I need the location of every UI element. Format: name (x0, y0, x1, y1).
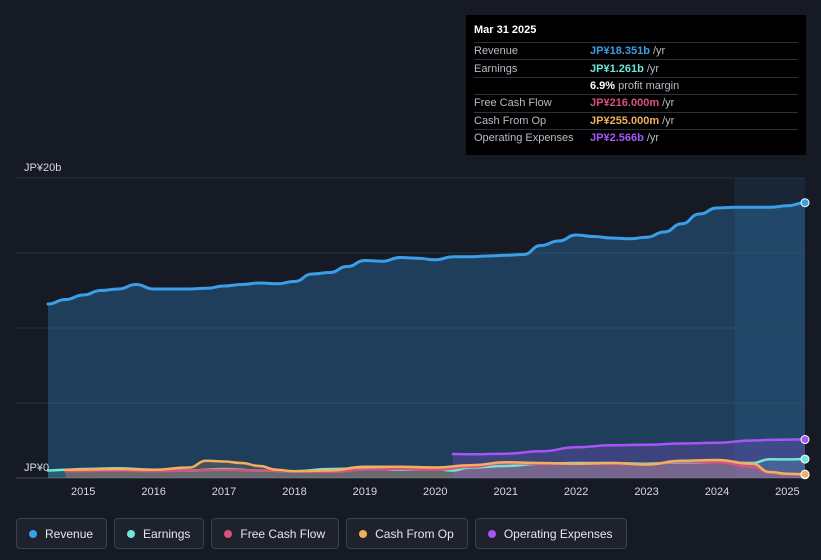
tooltip-row-label: Operating Expenses (474, 132, 574, 145)
grid-lines (16, 177, 805, 479)
series-area-free-cash-flow (65, 461, 806, 478)
legend-dot-icon (127, 529, 136, 538)
chart: JP¥0JP¥20b 2015 2016 2017 2018 2019 2020 2021 2… (16, 162, 810, 498)
legend-dot-icon (29, 529, 37, 538)
x-tick-label: 2023 (634, 486, 658, 498)
legend-dot-icon (224, 529, 233, 538)
series-marker-earnings (800, 454, 810, 464)
tooltip-row-value: JP¥255.000m (590, 114, 660, 127)
tooltip-row-unit: /yr (646, 132, 660, 145)
y-tick-label: JP¥20b (24, 162, 61, 174)
x-tick-label: 2022 (564, 486, 588, 498)
legend-label: Revenue (45, 526, 94, 541)
tooltip-row-unit: /yr (662, 114, 675, 127)
x-tick-label: 2016 (141, 486, 165, 498)
series-marker-operating-expenses (800, 435, 810, 445)
series-area-operating-expenses (452, 439, 805, 478)
x-tick-label: 2015 (71, 486, 95, 498)
x-tick-label: 2017 (212, 486, 236, 498)
series-line-free-cash-flow (64, 460, 807, 477)
tooltip-row: Earnings JP¥1.261b/yr (474, 59, 798, 76)
tooltip-date: Mar 31 2025 (474, 24, 537, 36)
legend-dot-icon (487, 529, 496, 538)
tooltip-row-unit: /yr (662, 97, 675, 110)
series-line-cash-from-op (64, 458, 807, 476)
legend-item-cash-from-op[interactable]: Cash From Op (346, 518, 468, 549)
y-axis-labels: JP¥0 JP¥20b (24, 162, 61, 474)
x-tick-label: 2025 (775, 486, 799, 498)
x-tick-label: 2021 (493, 486, 517, 498)
tooltip-row-value: JP¥1.261b (590, 62, 644, 75)
series-marker-cash-from-op (800, 469, 810, 479)
data-tooltip: Mar 31 2025 Revenue JP¥18.351b/yr Earnings… (466, 15, 806, 155)
legend-item-free-cash-flow[interactable]: Free Cash Flow (211, 518, 340, 549)
series-line-revenue (46, 201, 807, 306)
tooltip-row: Free Cash Flow JP¥216.000m/yr (474, 94, 798, 111)
tooltip-row-unit: profit margin (618, 79, 680, 92)
series-area-revenue (48, 202, 805, 478)
y-tick-label: JP¥0 (24, 462, 49, 474)
tooltip-row-label: Revenue (474, 45, 519, 58)
tooltip-row: Revenue JP¥18.351b/yr (474, 42, 798, 59)
tooltip-row: 6.9% profit margin (474, 76, 798, 94)
legend-item-revenue[interactable]: Revenue (16, 518, 108, 549)
x-tick-label: 2020 (423, 486, 447, 498)
tooltip-row-unit: /yr (652, 45, 666, 58)
series-marker-revenue (800, 198, 810, 208)
series-line-operating-expenses (451, 438, 807, 456)
tooltip-row: Operating Expenses JP¥2.566b/yr (474, 128, 798, 146)
series-areas (48, 202, 806, 478)
legend-label: Earnings (143, 526, 191, 541)
tooltip-rows: Revenue JP¥18.351b/yr Earnings JP¥1.261b/yr… (474, 42, 798, 146)
legend-item-operating-expenses[interactable]: Operating Expenses (474, 518, 627, 549)
chart-legend: Revenue Earnings Free Cash Flow Cash From O… (16, 518, 627, 549)
series-end-markers (800, 198, 810, 480)
tooltip-row-label: Free Cash Flow (474, 97, 552, 110)
tooltip-row-label: Earnings (474, 62, 518, 75)
tooltip-row-value: JP¥18.351b (590, 45, 650, 58)
x-tick-label: 2018 (282, 486, 306, 498)
tooltip-row: Cash From Op JP¥255.000m/yr (474, 111, 798, 129)
x-tick-label: 2024 (705, 486, 729, 498)
legend-label: Operating Expenses (503, 526, 613, 541)
tooltip-row-value: JP¥2.566b (590, 132, 644, 145)
legend-dot-icon (359, 529, 368, 538)
tooltip-row-label: Cash From Op (474, 114, 547, 127)
series-lines (46, 201, 807, 477)
legend-item-earnings[interactable]: Earnings (114, 518, 205, 549)
legend-label: Cash From Op (375, 526, 454, 541)
legend-label: Free Cash Flow (240, 526, 326, 541)
tooltip-row-value: 6.9% (590, 79, 616, 92)
tooltip-row-unit: /yr (646, 62, 660, 75)
x-axis-labels: 2015 2016 2017 2018 2019 2020 2021 2022 2023 2024… (71, 486, 800, 498)
x-tick-label: 2019 (353, 486, 377, 498)
tooltip-row-value: JP¥216.000m (590, 97, 660, 110)
